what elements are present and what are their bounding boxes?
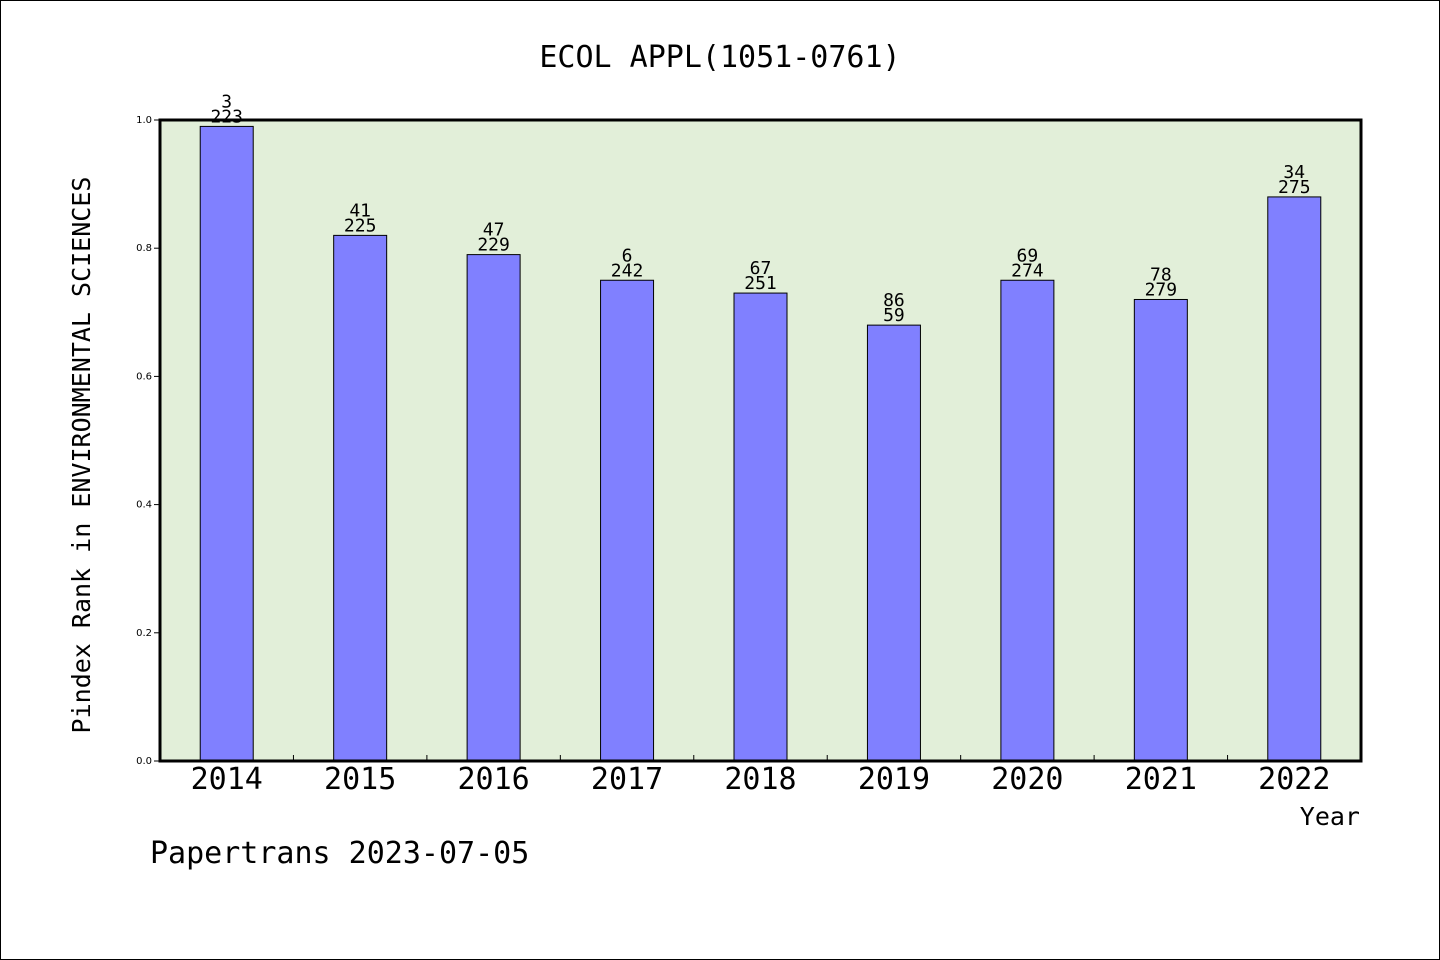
plot-border bbox=[158, 118, 1363, 763]
y-tick-label: 0.0 bbox=[136, 756, 152, 767]
bar-2018 bbox=[733, 292, 788, 762]
x-tick-label: 2018 bbox=[724, 762, 796, 797]
bar-2017 bbox=[600, 279, 655, 762]
bar-label-top: 6 bbox=[622, 245, 633, 266]
bar-label-bottom: 225 bbox=[344, 215, 377, 236]
y-tick-label: 1.0 bbox=[136, 115, 152, 126]
y-tick-label: 0.8 bbox=[136, 243, 152, 254]
bar-label-bottom: 274 bbox=[1011, 260, 1044, 281]
bar-label-bottom: 229 bbox=[477, 235, 510, 256]
bar-label-top: 78 bbox=[1150, 264, 1172, 285]
x-axis-label: Year bbox=[1300, 802, 1360, 831]
y-tick-label: 0.4 bbox=[136, 500, 152, 511]
bar-label-top: 34 bbox=[1283, 162, 1305, 183]
bar-label-top: 86 bbox=[883, 290, 905, 311]
bar-label-top: 41 bbox=[349, 200, 371, 221]
y-tick-label: 0.2 bbox=[136, 628, 152, 639]
x-tick-label: 2015 bbox=[324, 762, 396, 797]
bar-label-bottom: 251 bbox=[744, 273, 777, 294]
bar-2019 bbox=[866, 324, 921, 762]
y-tick-label: 0.6 bbox=[136, 371, 152, 382]
bar-label-bottom: 242 bbox=[611, 260, 644, 281]
bar-label-bottom: 223 bbox=[210, 106, 243, 127]
bar-2021 bbox=[1133, 298, 1188, 762]
y-axis: 0.0 0.2 0.4 0.6 0.8 1.0 bbox=[136, 115, 160, 767]
x-tick-label: 2017 bbox=[591, 762, 663, 797]
bar-label-top: 67 bbox=[750, 258, 772, 279]
bar-label-bottom: 275 bbox=[1278, 177, 1311, 198]
bar-label-bottom: 279 bbox=[1145, 279, 1178, 300]
bar-2015 bbox=[333, 234, 388, 762]
x-tick-label: 2016 bbox=[457, 762, 529, 797]
bar-label-top: 69 bbox=[1017, 245, 1039, 266]
x-tick-label: 2014 bbox=[191, 762, 263, 797]
bar-2016 bbox=[466, 254, 521, 762]
bar-2020 bbox=[1000, 279, 1055, 762]
x-axis: 2014 2015 2016 2017 2018 2019 2020 2021 2022 bbox=[191, 755, 1330, 797]
x-tick-label: 2022 bbox=[1258, 762, 1330, 797]
x-tick-label: 2021 bbox=[1125, 762, 1197, 797]
footer-text: Papertrans 2023-07-05 bbox=[150, 836, 529, 871]
bar-2014 bbox=[199, 125, 254, 762]
bar-label-top: 3 bbox=[221, 91, 232, 112]
bar-label-top: 47 bbox=[483, 220, 505, 241]
bar-2022 bbox=[1267, 196, 1322, 762]
x-tick-label: 2020 bbox=[991, 762, 1063, 797]
chart-title: ECOL APPL(1051-0761) bbox=[539, 40, 900, 75]
y-axis-label: Pindex Rank in ENVIRONMENTAL SCIENCES bbox=[67, 177, 96, 734]
bar-label-bottom: 59 bbox=[883, 305, 905, 326]
x-tick-label: 2019 bbox=[858, 762, 930, 797]
